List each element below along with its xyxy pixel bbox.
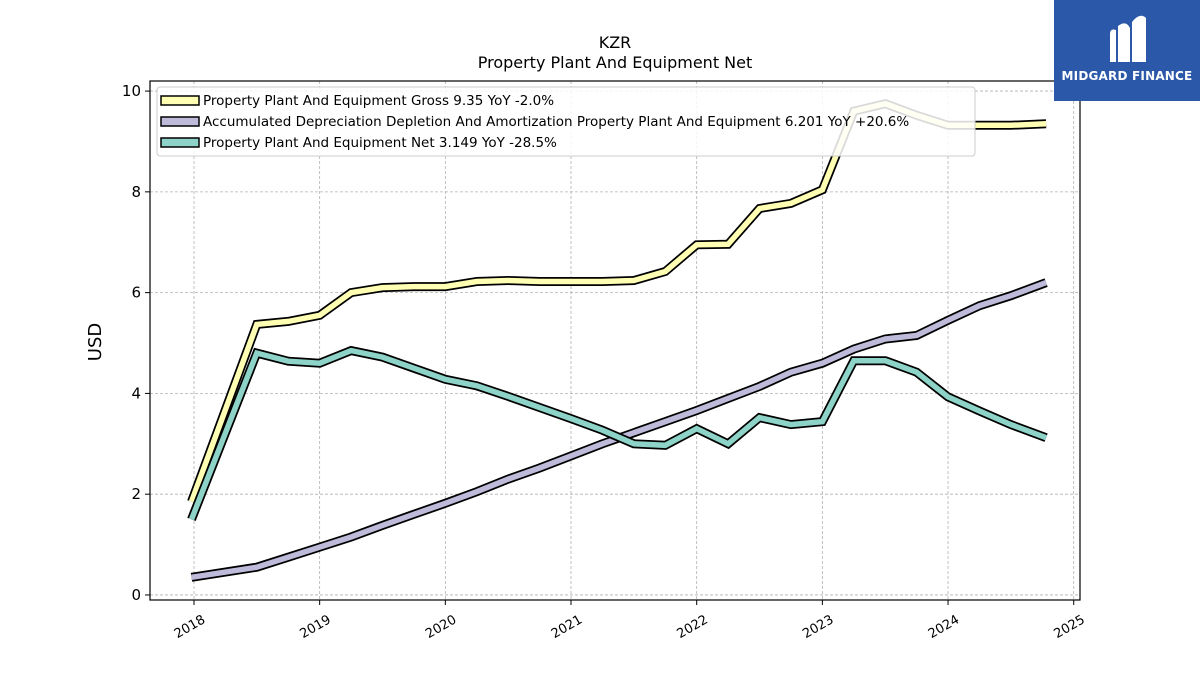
y-tick-label: 6 [131, 284, 141, 302]
midgard-finance-logo: MIDGARD FINANCE [1054, 0, 1200, 101]
y-tick-label: 10 [122, 82, 141, 100]
legend: Property Plant And Equipment Gross 9.35 … [156, 86, 976, 157]
legend-entry-1: Accumulated Depreciation Depletion And A… [203, 114, 909, 130]
legend-entry-0: Property Plant And Equipment Gross 9.35 … [203, 93, 554, 109]
x-tick-label: 2021 [549, 612, 585, 642]
x-tick-label: 2022 [675, 612, 711, 642]
y-tick-label: 8 [131, 183, 141, 201]
grid [150, 81, 1080, 600]
y-tick-label: 0 [131, 586, 141, 604]
x-tick-label: 2024 [926, 612, 962, 642]
plot-frame [149, 80, 1081, 601]
legend-entry-2: Property Plant And Equipment Net 3.149 Y… [203, 135, 557, 151]
logo-mark-icon [1110, 15, 1146, 62]
series-line-2 [188, 347, 1048, 521]
axis-ticks: 2018 2019 2020 2021 2022 2023 2024 2025 0 2 4 6 8 10 [122, 82, 1088, 642]
legend-swatch-2 [160, 137, 200, 148]
x-tick-label: 2019 [298, 612, 334, 642]
x-tick-label: 2023 [800, 612, 836, 642]
legend-box [156, 86, 976, 157]
y-tick-label: 2 [131, 485, 141, 503]
chart-subtitle: Property Plant And Equipment Net [478, 53, 753, 72]
legend-swatch-0 [160, 95, 200, 106]
y-axis-label: USD [85, 323, 106, 361]
chart-title: KZR [599, 33, 632, 52]
x-tick-label: 2018 [172, 612, 208, 642]
legend-swatch-1 [160, 116, 200, 127]
logo-text: MIDGARD FINANCE [1061, 69, 1193, 83]
x-tick-label: 2020 [423, 612, 459, 642]
series-line-1 [191, 280, 1048, 581]
y-tick-label: 4 [131, 384, 141, 402]
x-tick-label: 2025 [1052, 612, 1088, 642]
